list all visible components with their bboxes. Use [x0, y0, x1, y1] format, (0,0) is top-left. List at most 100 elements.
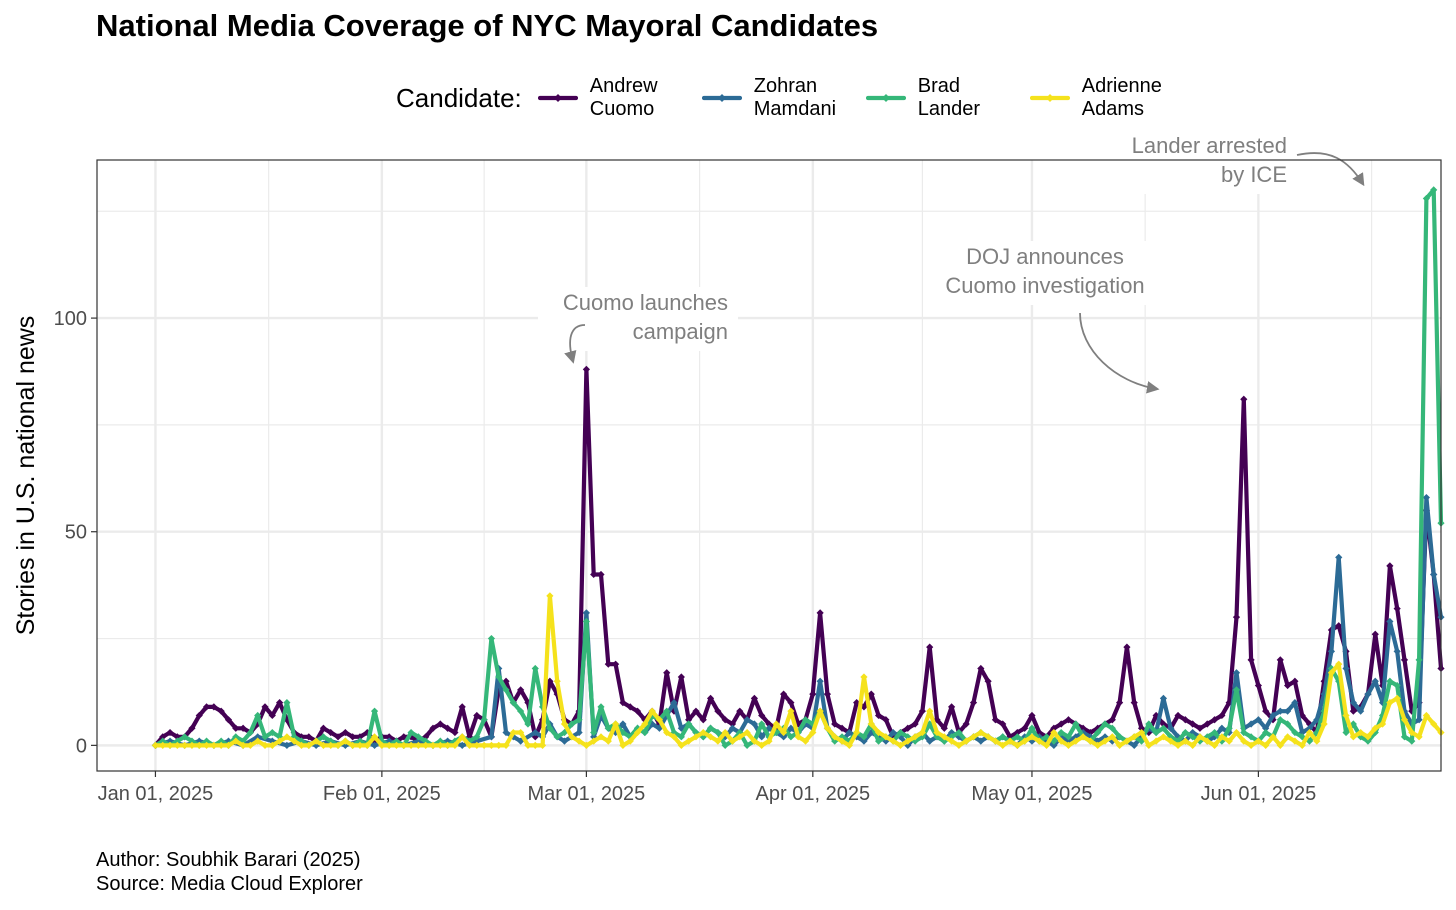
data-point-lander [1291, 728, 1299, 737]
data-point-cuomo [977, 664, 985, 673]
data-point-adams [429, 741, 437, 749]
data-point-adams [524, 741, 532, 749]
data-point-adams [1021, 737, 1029, 745]
caption-author: Author: Soubhik Barari (2025) [96, 849, 361, 871]
data-point-adams [838, 737, 846, 745]
data-point-lander [392, 737, 401, 745]
data-point-adams [948, 737, 956, 745]
data-point-cuomo [1130, 699, 1138, 707]
data-point-mamdani [473, 737, 481, 745]
data-point-adams [685, 737, 693, 745]
data-point-mamdani [1291, 699, 1299, 707]
data-point-cuomo [1108, 716, 1116, 724]
data-point-lander [531, 664, 539, 673]
data-point-cuomo [422, 733, 430, 741]
data-point-adams [794, 733, 802, 741]
data-point-adams [663, 728, 671, 737]
data-point-adams [378, 741, 386, 749]
data-point-adams [538, 741, 547, 749]
data-point-cuomo [984, 677, 992, 685]
data-point-adams [166, 741, 174, 749]
data-point-cuomo [582, 365, 590, 373]
data-point-adams [670, 733, 678, 741]
data-point-lander [370, 707, 379, 715]
data-point-mamdani [1335, 553, 1343, 561]
data-point-adams [436, 741, 444, 749]
series-lines [151, 186, 1445, 749]
data-point-adams [297, 741, 306, 749]
data-point-adams [1342, 711, 1350, 720]
data-point-adams [597, 733, 605, 741]
data-point-cuomo [765, 720, 773, 728]
data-point-mamdani [1430, 570, 1438, 579]
data-point-lander [1342, 728, 1350, 737]
data-point-lander [685, 720, 693, 728]
data-point-lander [268, 728, 276, 737]
data-point-adams [1313, 737, 1321, 745]
data-point-mamdani [655, 724, 664, 732]
data-point-adams [1240, 737, 1248, 745]
data-point-adams [188, 741, 196, 749]
data-point-cuomo [831, 720, 839, 728]
data-point-mamdani [195, 737, 203, 745]
data-point-adams [473, 741, 481, 749]
data-point-mamdani [458, 741, 466, 749]
data-point-cuomo [502, 677, 510, 685]
data-point-mamdani [517, 737, 525, 745]
legend-key-mamdani [701, 94, 742, 102]
data-point-adams [517, 728, 525, 737]
data-point-adams [480, 741, 488, 749]
data-point-cuomo [590, 570, 598, 579]
data-point-lander [1327, 664, 1336, 673]
legend-key-lander [865, 94, 906, 102]
data-point-cuomo [597, 570, 605, 579]
data-point-lander [1232, 686, 1241, 694]
data-point-cuomo [918, 707, 926, 715]
x-tick-label: Mar 01, 2025 [527, 783, 645, 805]
y-tick-label: 100 [54, 308, 87, 330]
data-point-lander [1013, 733, 1021, 741]
data-point-cuomo [1400, 656, 1409, 664]
data-point-cuomo [619, 699, 627, 707]
annotation-3: Lander arrested by ICE [1107, 130, 1365, 194]
data-point-adams [385, 741, 393, 749]
data-point-cuomo [991, 716, 1000, 724]
data-point-adams [217, 741, 225, 749]
data-point-adams [349, 741, 357, 749]
data-point-adams [1072, 737, 1080, 745]
data-point-cuomo [1349, 707, 1357, 715]
legend-key-cuomo [537, 94, 578, 102]
annotation-text: Lander arrested by ICE [1132, 133, 1287, 187]
data-point-adams [882, 733, 890, 741]
data-point-cuomo [706, 694, 715, 702]
data-point-cuomo [319, 724, 328, 732]
data-point-lander [787, 733, 795, 741]
data-point-adams [246, 741, 254, 749]
data-point-mamdani [582, 609, 590, 617]
data-point-mamdani [531, 728, 539, 737]
data-point-lander [524, 720, 532, 728]
data-point-adams [1400, 716, 1409, 724]
annotation-text: DOJ announces Cuomo investigation [945, 244, 1144, 298]
data-point-adams [758, 741, 766, 749]
data-point-lander [1247, 733, 1255, 741]
data-point-cuomo [1159, 720, 1168, 728]
data-point-lander [1386, 677, 1394, 685]
data-point-adams [655, 716, 664, 724]
data-point-mamdani [509, 733, 517, 741]
data-point-adams [509, 728, 517, 737]
data-point-cuomo [210, 703, 218, 711]
data-point-adams [1349, 733, 1357, 741]
data-point-cuomo [780, 690, 788, 698]
data-point-adams [1108, 733, 1116, 741]
data-point-lander [283, 699, 291, 707]
data-point-lander [261, 733, 269, 741]
data-point-adams [151, 741, 160, 749]
data-point-mamdani [575, 728, 583, 737]
data-point-cuomo [305, 733, 313, 741]
data-point-lander [1400, 733, 1409, 741]
data-point-cuomo [633, 707, 642, 715]
data-point-lander [1393, 681, 1401, 690]
annotation-background [927, 241, 1163, 305]
